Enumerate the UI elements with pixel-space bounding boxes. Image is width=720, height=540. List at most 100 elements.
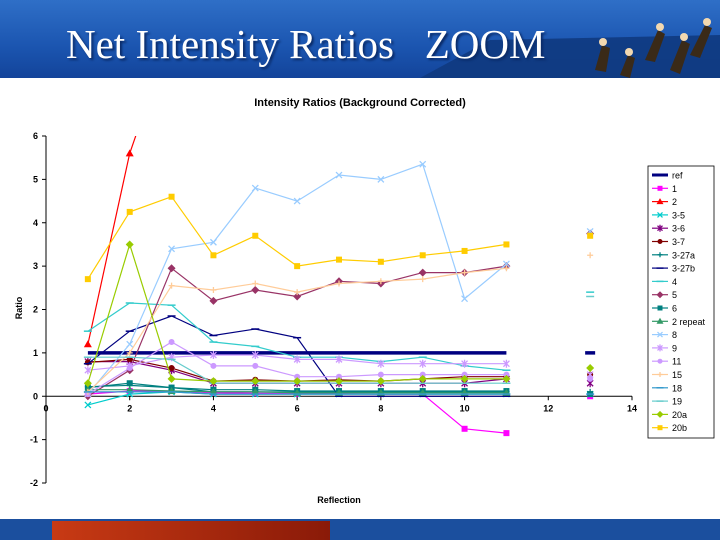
x-tick-label: 10 (460, 403, 470, 413)
legend-label: 18 (672, 383, 682, 393)
decorative-figures-graphic (420, 18, 720, 78)
legend-item: 8 (652, 330, 677, 340)
data-point (657, 344, 663, 352)
x-tick-label: 8 (378, 403, 383, 413)
data-point (335, 355, 343, 364)
legend-label: 11 (672, 357, 681, 367)
data-point (84, 276, 91, 283)
legend-label: 3-5 (672, 210, 685, 220)
data-point (251, 387, 260, 395)
data-point (294, 263, 301, 270)
data-point (210, 286, 217, 293)
legend-item: 3-7 (652, 237, 685, 247)
legend-label: 6 (672, 304, 677, 314)
data-point (657, 185, 663, 191)
data-point (461, 425, 468, 432)
legend-label: 19 (672, 397, 682, 407)
data-point (419, 371, 426, 378)
y-tick-label: 6 (33, 131, 38, 141)
data-point (336, 256, 342, 263)
data-point (209, 351, 217, 360)
data-point (460, 374, 469, 383)
data-point (377, 258, 384, 265)
data-point (168, 339, 175, 346)
data-point (377, 175, 385, 183)
data-point (251, 184, 259, 192)
data-point (657, 358, 663, 364)
data-point (502, 260, 510, 268)
intensity-ratio-chart: Intensity Ratios (Background Corrected) … (14, 97, 715, 505)
data-point (126, 349, 133, 356)
footer-accent-bar (52, 521, 330, 540)
data-point (125, 385, 134, 393)
data-point (252, 362, 259, 369)
legend-item: 11 (652, 357, 681, 367)
series-3-27b (83, 315, 511, 397)
legend-label: 9 (672, 343, 677, 353)
data-point (168, 365, 175, 372)
data-point (126, 208, 133, 215)
x-tick-label: 2 (127, 403, 132, 413)
data-point (503, 371, 510, 378)
data-point (656, 291, 664, 299)
data-point (252, 280, 259, 287)
legend-label: ref (672, 171, 683, 181)
legend-box (647, 165, 715, 439)
series-2 (83, 136, 137, 348)
data-point (657, 252, 663, 258)
data-point (502, 374, 511, 383)
data-point (209, 387, 218, 395)
data-point (461, 295, 469, 303)
data-point (210, 362, 217, 369)
data-point (503, 241, 510, 248)
legend-item: 15 (652, 370, 682, 380)
y-tick-label: -2 (30, 478, 38, 488)
legend-item: 20a (652, 410, 687, 420)
data-point (167, 374, 176, 383)
data-point (419, 252, 426, 259)
data-point (209, 238, 217, 246)
data-point (419, 359, 427, 368)
x-tick-label: 6 (295, 403, 300, 413)
data-point (461, 359, 469, 368)
legend-label: 15 (672, 370, 682, 380)
series-15 (84, 252, 594, 395)
chart-title: Intensity Ratios (Background Corrected) (254, 97, 466, 109)
data-point (84, 401, 92, 409)
legend-label: 4 (672, 277, 677, 287)
data-point (656, 317, 664, 324)
data-point (167, 264, 176, 273)
data-point (586, 364, 595, 373)
data-point (587, 375, 594, 382)
data-point (657, 425, 663, 431)
data-point (419, 160, 427, 168)
data-point (293, 197, 301, 205)
y-tick-label: 2 (33, 305, 38, 315)
y-tick-label: 0 (33, 391, 38, 401)
data-point (294, 289, 301, 296)
legend: ref 1 2 3-5 3-6 3-7 3-27a 3-27b 4 5 6 2 repeat 8 9 11 1… (647, 165, 715, 439)
legend-label: 3-6 (672, 224, 685, 234)
data-point (293, 292, 302, 301)
legend-item: 20b (652, 423, 687, 433)
data-point (168, 193, 175, 200)
data-point (657, 239, 663, 244)
legend-item: 1 (652, 184, 677, 194)
data-point (503, 430, 510, 437)
y-tick-label: -1 (30, 435, 38, 445)
data-point (168, 245, 176, 253)
legend-item: 3-6 (652, 224, 685, 234)
y-tick-label: 5 (33, 174, 38, 184)
data-point (377, 371, 384, 378)
legend-item: ref (652, 171, 683, 181)
legend-label: 20a (672, 410, 687, 420)
legend-item: 18 (652, 383, 682, 393)
series-11 (84, 339, 594, 398)
data-point (657, 211, 663, 218)
data-point (126, 380, 133, 387)
legend-item: 3-27a (652, 250, 695, 260)
y-tick-label: 4 (33, 218, 38, 228)
data-point (657, 331, 663, 338)
data-point (461, 269, 468, 276)
legend-label: 20b (672, 423, 687, 433)
